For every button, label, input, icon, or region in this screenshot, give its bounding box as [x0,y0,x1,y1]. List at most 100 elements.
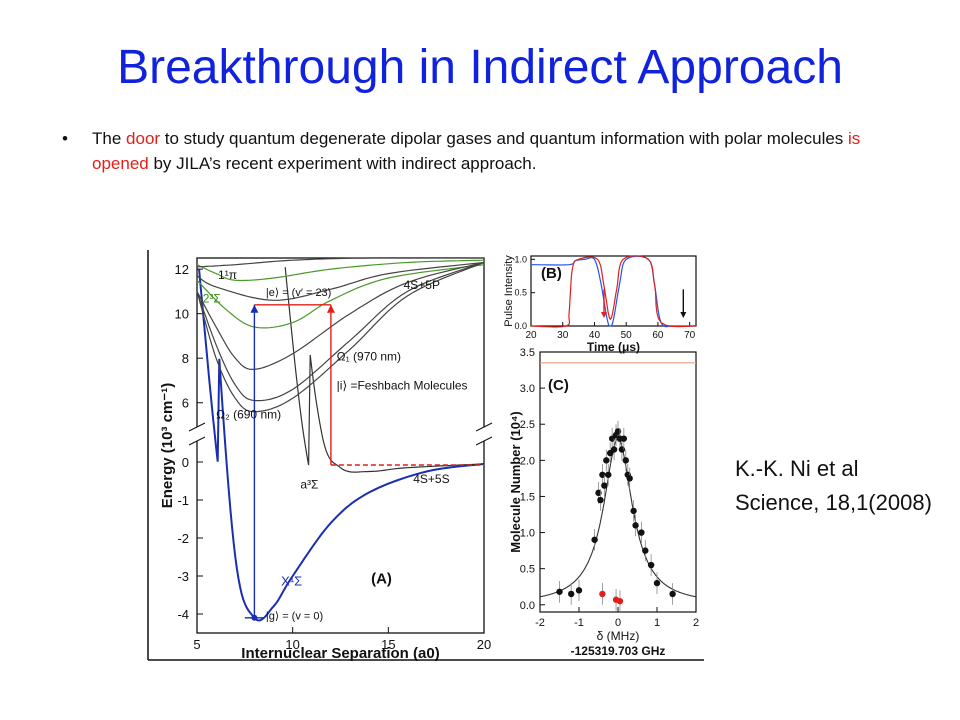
panel-c-y-tick-label: 1.5 [520,491,535,503]
panel-c-data-point [610,446,618,453]
panel-b-x-tick-label: 30 [557,330,569,341]
panel-b-marker-arrowhead [600,312,607,318]
panel-a-label-x1sigma: X¹Σ [281,574,302,589]
panel-a-x-tick-label: 20 [477,637,491,652]
panel-a-curve-unlabeled [196,261,485,413]
panel-b-y-tick-label: 0.0 [514,321,527,331]
panel-a-y-tick-label: 0 [182,455,189,470]
panel-a-x-axis-label: Internuclear Separation (a0) [241,645,439,662]
panel-a-y-tick-label: 10 [175,307,189,322]
panel-c-y-tick-label: 3.5 [520,347,535,359]
panel-c-label: (C) [548,377,569,394]
bullet-point: • The door to study quantum degenerate d… [62,126,902,176]
panel-b-y-axis-label: Pulse Intensity [503,255,515,327]
bullet-text-part: to study quantum degenerate dipolar gase… [160,129,849,148]
panel-a-axis-break-gap [480,427,488,441]
panel-c-data-point [632,522,639,529]
panel-a-frame [196,257,485,634]
panel-b-pulse-curve [530,255,696,328]
panel-c-x-axis-label: δ (MHz) [597,629,640,643]
bullet-text-part: The [92,129,127,148]
panel-a-label-4s5p: 4S+5P [404,278,440,292]
panel-a-label-1pi: 1¹π [218,268,237,282]
panel-b-label: (B) [541,265,562,282]
panel-b-y-tick-label: 1.0 [514,254,527,264]
panel-c-x-tick-label: 0 [615,617,621,629]
panel-c-data-point [669,590,676,598]
citation-journal: Science, 18,1(2008) [735,490,932,515]
panel-a-y-tick-label: 12 [175,262,189,277]
panel-c-data-point [603,457,610,464]
panel-a-curve-1¹π [196,259,485,282]
bullet-highlight-door: door [126,129,161,148]
bullet-highlight-opened: is opened [92,129,861,173]
panel-b-x-tick-label: 60 [652,330,664,341]
panel-a-curve-a³Σ [284,267,485,473]
panel-a-x-tick-label: 5 [193,637,200,652]
panel-c-data-point [575,587,583,594]
panel-a-label-omega2: Ω₂ (690 nm) [216,407,281,421]
panel-a-label-omega1: Ω₁ (970 nm) [337,349,401,363]
panel-b-marker-arrowhead [680,312,687,318]
panel-a-y-tick-label: -2 [177,531,189,546]
panel-a-arrowhead [326,304,335,313]
panel-c-x-tick-label: -1 [574,617,584,629]
panel-c-data-point [642,547,649,554]
panel-a-label-2sigma: 2³Σ [203,292,221,306]
panel-a-label-a3sigma: a³Σ [300,478,318,492]
panel-c-x-tick-label: -2 [535,617,545,629]
panel-a-y-tick-label: -4 [177,607,189,622]
panel-a-y-tick-label: 8 [182,351,189,366]
panel-a-y-tick-label: -3 [177,569,189,584]
panel-a-y-tick-label: 6 [182,396,189,411]
panel-a-label-e-state: |e⟩ = (v′ = 23) [266,287,331,299]
panel-c-red-data-point [616,597,624,605]
panel-a-arrowhead [250,304,259,313]
panel-a-label: (A) [371,571,392,588]
panel-a-curve-X¹Σ [198,269,485,622]
panel-c-data-point [568,590,575,598]
panel-a-curve-2³Σ [196,264,485,329]
panel-c-y-tick-label: 0.5 [520,564,535,576]
panel-c-fit-curve [539,438,697,598]
panel-c-data-point [653,579,661,587]
panel-c-y-tick-label: 0.0 [520,600,535,612]
panel-a-axis-break-mark [475,422,493,432]
panel-b-frame [530,255,697,327]
panel-a-curve-unlabeled [196,261,485,402]
panel-c-x-axis-sublabel: -125319.703 GHz [571,644,666,658]
panel-b-x-axis-label: Time (μs) [587,340,640,354]
panel-b-x-tick-label: 70 [684,330,696,341]
panel-c-data-point [622,457,629,464]
panel-c-data-point [630,507,637,515]
panel-a-curve-unlabeled [196,257,484,268]
panel-a-x-tick-label: 15 [381,637,395,652]
panel-c-y-axis-label: Molecule Number (10⁴) [508,411,523,553]
panel-c-data-point [601,482,608,489]
panel-c-data-point [591,536,598,543]
bullet-marker: • [62,129,68,148]
panel-a-axis-break-mark [475,436,493,446]
panel-b-x-tick-label: 50 [621,330,633,341]
panel-b-y-tick-label: 0.5 [514,288,527,298]
slide-title: Breakthrough in Indirect Approach [117,41,843,94]
panel-a-ground-state-dot [251,614,258,621]
panel-a-curve-unlabeled [196,261,485,301]
panel-a-axis-break-gap [193,427,201,441]
panel-c-data-point [597,496,604,504]
panel-a-y-axis-label: Energy (10³ cm⁻¹) [159,383,176,508]
panel-c-data-point [638,529,645,536]
panel-a-label-4s5s: 4S+5S [413,472,449,486]
panel-b-x-tick-label: 40 [589,330,601,341]
panel-b-x-tick-label: 20 [525,330,537,341]
panel-c-data-point [626,475,633,482]
panel-a-label-g-state: |g⟩ = (v = 0) [266,611,323,623]
panel-a-x-tick-label: 10 [285,637,299,652]
panel-a-curve-unlabeled [196,261,485,371]
panel-c-y-tick-label: 3.0 [520,383,535,395]
citation: K.-K. Ni et al Science, 18,1(2008) [735,452,932,520]
panel-a-axis-break-mark [188,422,206,432]
bullet-text-part: by JILA’s recent experiment with indirec… [148,154,537,173]
panel-c-data-point [605,471,612,478]
